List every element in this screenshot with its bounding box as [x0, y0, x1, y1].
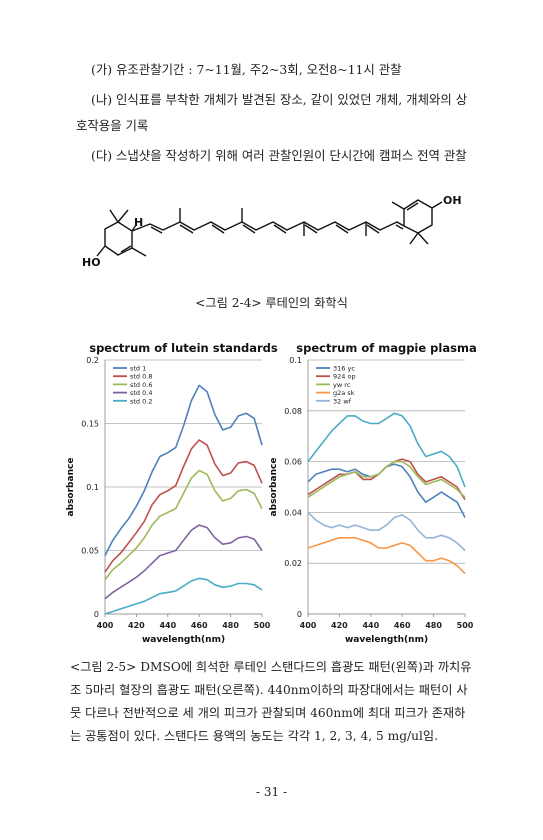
page-number: - 31 -: [255, 785, 287, 799]
right-gem-methyl-2: [417, 232, 429, 245]
y-tick-label: 0.08: [284, 407, 302, 416]
left-ho-bond: [96, 245, 106, 257]
x-tick-label: 500: [254, 621, 271, 630]
legend-label: std 1: [130, 365, 146, 373]
y-tick-label: 0: [94, 610, 99, 619]
left-ring: [104, 221, 133, 256]
series-line-4: [307, 537, 466, 574]
right-gem-methyl-1: [409, 232, 419, 245]
polyene-chain: [131, 221, 405, 232]
left-ring-methyl: [131, 247, 147, 257]
x-tick-label: 460: [191, 621, 208, 630]
y-axis-label: absorbance: [66, 458, 76, 517]
legend-label: 32 wf: [333, 397, 352, 405]
x-axis-label: wavelength(nm): [345, 635, 428, 645]
left-gem-methyl-2: [117, 209, 129, 223]
x-tick-label: 420: [128, 621, 145, 630]
label-ho: HO: [82, 256, 101, 269]
chart-title: spectrum of magpie plasma: [296, 341, 476, 355]
polyene-double-bonds: [150, 226, 163, 234]
y-tick-label: 0.15: [81, 420, 99, 429]
series-line-5: [104, 577, 263, 615]
series-line-3: [307, 460, 466, 498]
legend-label: std 0.2: [130, 397, 152, 405]
body-line-2: (나) 인식표를 부착한 개체가 발견된 장소, 같이 있었던 개체, 개체와의…: [91, 92, 468, 107]
left-gem-methyl-1: [109, 209, 119, 223]
x-tick-label: 480: [425, 621, 442, 630]
body-line-4: (다) 스냅샷을 작성하기 위해 여러 관찰인원이 단시간에 캠퍼스 전역 관찰: [91, 148, 467, 163]
right-ring-methyl: [391, 201, 405, 210]
y-tick-label: 0.02: [284, 559, 302, 568]
chart-1: spectrum of lutein standards 0 0.05 0.1 0.15…: [66, 341, 278, 645]
left-ring-double-bond: [120, 245, 132, 253]
label-oh: OH: [443, 194, 462, 207]
legend-label: g2a sk: [333, 389, 355, 397]
chart-title: spectrum of lutein standards: [89, 341, 278, 355]
legend-label: yw rc: [333, 381, 351, 389]
caption-line-1: <그림 2-5> DMSO에 희석한 루테인 스탠다드의 흡광도 패턴(왼쪽)과…: [70, 660, 472, 674]
y-tick-label: 0.05: [81, 547, 99, 556]
legend-label: std 0.6: [130, 381, 152, 389]
x-tick-label: 400: [300, 621, 317, 630]
series-line-5: [307, 511, 466, 552]
right-ring: [403, 199, 433, 234]
series-line-4: [104, 524, 263, 600]
y-tick-label: 0: [297, 610, 302, 619]
series-line-3: [104, 469, 263, 581]
x-tick-label: 420: [331, 621, 348, 630]
series-line-2: [104, 439, 263, 573]
x-tick-label: 500: [457, 621, 474, 630]
figure-2-5-charts: spectrum of lutein standards00.050.10.15…: [66, 341, 477, 645]
x-axis-label: wavelength(nm): [142, 635, 225, 645]
y-tick-label: 0.06: [284, 458, 302, 467]
legend-label: 316 yc: [333, 365, 355, 373]
x-tick-label: 460: [394, 621, 411, 630]
body-line-1: (가) 유조관찰기간 : 7~11월, 주2~3회, 오전8~11시 관찰: [91, 62, 402, 77]
caption-line-3: 뭇 다르나 전반적으로 세 개의 피크가 관찰되며 460nm에 최대 피크가 …: [70, 706, 466, 720]
figure-2-4-caption: <그림 2-4> 루테인의 화학식: [195, 296, 348, 310]
legend-label: 924 op: [333, 373, 356, 381]
lutein-structure-diagram: H OH HO: [82, 194, 462, 269]
y-tick-label: 0.2: [86, 356, 99, 365]
caption-line-4: 는 공통점이 있다. 스탠다드 용액의 농도는 각각 1, 2, 3, 4, 5…: [70, 729, 438, 743]
x-tick-label: 440: [362, 621, 379, 630]
figure-2-5-caption: <그림 2-5> DMSO에 희석한 루테인 스탠다드의 흡광도 패턴(왼쪽)과…: [70, 656, 482, 748]
right-ring-double-bond: [406, 202, 419, 211]
y-tick-label: 0.1: [86, 483, 99, 492]
y-axis-label: absorbance: [269, 458, 279, 517]
right-oh-bond: [431, 201, 443, 209]
series-line-1: [307, 463, 466, 518]
legend-label: std 0.4: [130, 389, 152, 397]
x-tick-label: 480: [222, 621, 239, 630]
y-tick-label: 0.04: [284, 508, 302, 517]
x-tick-label: 440: [159, 621, 176, 630]
series-line-1: [104, 384, 263, 556]
caption-line-2: 조 5마리 혈장의 흡광도 패턴(오른쪽). 440nm이하의 파장대에서는 패…: [70, 683, 468, 697]
series-line-6: [307, 412, 466, 488]
chart-2: spectrum of magpie plasma 0 0.02 0.04 0.06 0.…: [269, 341, 477, 645]
label-h: H: [134, 216, 143, 229]
x-tick-label: 400: [97, 621, 114, 630]
legend-label: std 0.8: [130, 373, 152, 381]
y-tick-label: 0.1: [289, 356, 302, 365]
body-line-3: 호작용을 기록: [76, 118, 149, 133]
